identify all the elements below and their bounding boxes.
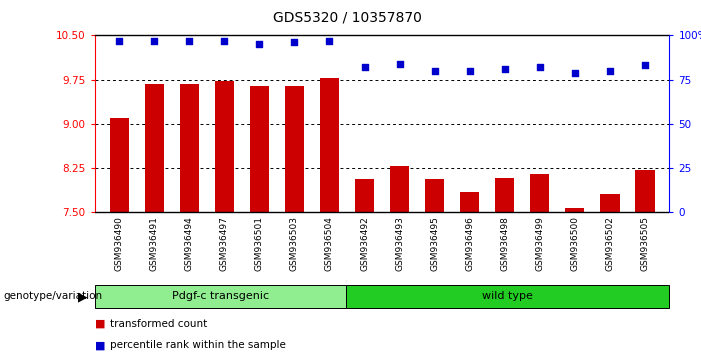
Text: GSM936505: GSM936505 [641,216,649,271]
Bar [355,179,374,212]
Bar [635,170,655,212]
Bar [425,179,444,212]
Text: ■: ■ [95,340,105,350]
Point [499,66,510,72]
Text: GSM936493: GSM936493 [395,216,404,271]
Text: GSM936503: GSM936503 [290,216,299,271]
Text: GSM936504: GSM936504 [325,216,334,271]
Text: GSM936502: GSM936502 [606,216,614,271]
Text: GSM936495: GSM936495 [430,216,439,271]
Point [604,68,615,74]
Text: GSM936496: GSM936496 [465,216,474,271]
Point [114,38,125,44]
Point [149,38,160,44]
Point [219,38,230,44]
Text: GSM936492: GSM936492 [360,216,369,271]
Bar [530,174,550,212]
Text: GSM936490: GSM936490 [115,216,123,271]
Point [569,70,580,75]
Text: transformed count: transformed count [110,319,207,329]
Bar [346,285,669,308]
Bar [600,194,620,212]
Bar [250,86,269,212]
Point [254,41,265,47]
Bar [95,285,346,308]
Text: GSM936500: GSM936500 [571,216,579,271]
Text: wild type: wild type [482,291,533,302]
Text: genotype/variation: genotype/variation [4,291,102,302]
Text: GSM936491: GSM936491 [150,216,158,271]
Bar [285,86,304,212]
Bar [460,192,479,212]
Text: GDS5320 / 10357870: GDS5320 / 10357870 [273,11,421,25]
Bar [179,84,199,212]
Bar [390,166,409,212]
Text: GSM936499: GSM936499 [536,216,544,271]
Text: ▶: ▶ [78,290,88,303]
Text: GSM936497: GSM936497 [220,216,229,271]
Point [359,64,370,70]
Text: ■: ■ [95,319,105,329]
Bar [565,208,585,212]
Point [324,38,335,44]
Point [429,68,440,74]
Point [639,63,651,68]
Bar [320,78,339,212]
Point [464,68,475,74]
Text: Pdgf-c transgenic: Pdgf-c transgenic [172,291,269,302]
Bar [215,81,234,212]
Text: GSM936494: GSM936494 [185,216,193,271]
Point [534,64,545,70]
Bar [495,178,515,212]
Point [289,40,300,45]
Point [184,38,195,44]
Bar [109,118,129,212]
Text: GSM936501: GSM936501 [255,216,264,271]
Text: GSM936498: GSM936498 [501,216,509,271]
Bar [144,84,164,212]
Text: percentile rank within the sample: percentile rank within the sample [110,340,286,350]
Point [394,61,405,67]
